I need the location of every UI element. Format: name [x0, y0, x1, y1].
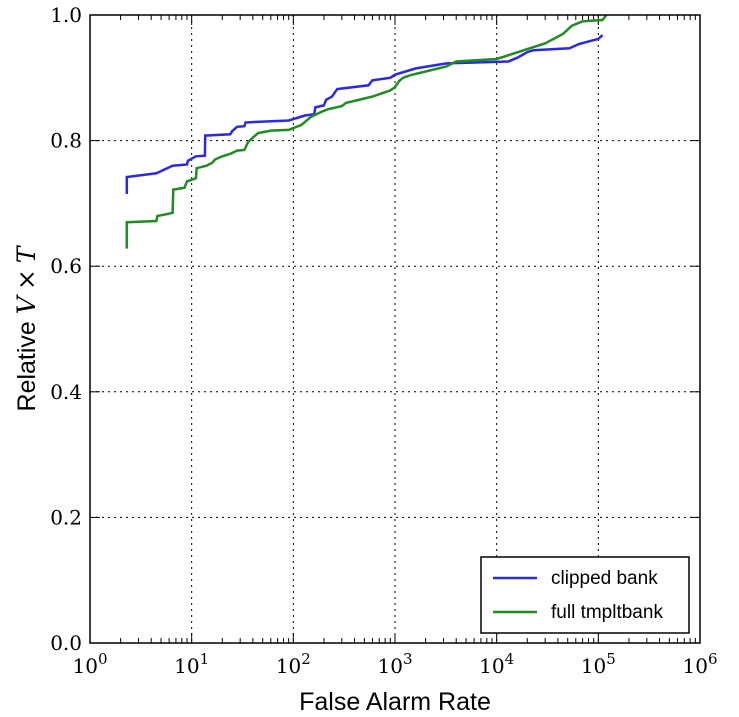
- series-line-clipped-bank: [125, 34, 604, 194]
- x-tick-label: 102: [276, 650, 311, 678]
- plot-frame: [89, 14, 701, 644]
- y-axis-label-v: V: [12, 293, 41, 314]
- x-tick-base: 10: [174, 654, 199, 678]
- x-tick-exponent: 2: [301, 650, 311, 668]
- x-tick-label: 103: [378, 650, 413, 678]
- x-tick-label: 106: [683, 650, 718, 678]
- y-axis-label-prefix: Relative: [13, 314, 41, 411]
- x-tick-exponent: 1: [200, 650, 210, 668]
- x-tick-label: 100: [73, 650, 108, 678]
- x-tick-base: 10: [276, 654, 301, 678]
- series-line-full-tmpltbank: [125, 15, 608, 249]
- x-tick-base: 10: [581, 654, 606, 678]
- y-tick-label: 1.0: [50, 3, 82, 27]
- legend-label-full-tmpltbank: full tmpltbank: [551, 602, 663, 623]
- x-tick-exponent: 0: [98, 650, 108, 668]
- y-tick-labels: 0.0 0.2 0.4 0.6 0.8 1.0: [50, 3, 82, 655]
- x-axis-label: False Alarm Rate: [299, 688, 491, 716]
- x-tick-base: 10: [683, 654, 708, 678]
- x-tick-labels: 100 101 102 103 104 105 106: [73, 650, 718, 678]
- y-axis-label: Relative V × T: [12, 244, 41, 411]
- y-axis-label-t: T: [12, 244, 41, 263]
- legend-box: [480, 556, 690, 634]
- x-tick-label: 101: [174, 650, 209, 678]
- x-tick-base: 10: [378, 654, 403, 678]
- y-tick-label: 0.2: [50, 505, 82, 529]
- x-tick-exponent: 6: [708, 650, 718, 668]
- x-tick-label: 105: [581, 650, 616, 678]
- minor-ticks: [120, 15, 696, 643]
- x-tick-exponent: 4: [505, 650, 515, 668]
- x-tick-exponent: 3: [403, 650, 413, 668]
- x-tick-base: 10: [479, 654, 504, 678]
- y-axis-label-times: ×: [12, 269, 41, 290]
- y-tick-label: 0.0: [50, 631, 82, 655]
- y-tick-label: 0.8: [50, 129, 82, 153]
- legend-label-clipped-bank: clipped bank: [551, 568, 658, 589]
- grid-lines: [90, 15, 700, 643]
- y-tick-label: 0.4: [50, 380, 82, 404]
- x-tick-exponent: 5: [606, 650, 616, 668]
- y-tick-label: 0.6: [50, 254, 82, 278]
- x-tick-base: 10: [73, 654, 98, 678]
- legend: clipped bank full tmpltbank: [480, 556, 690, 634]
- x-tick-label: 104: [479, 650, 514, 678]
- series-layer: [125, 15, 608, 249]
